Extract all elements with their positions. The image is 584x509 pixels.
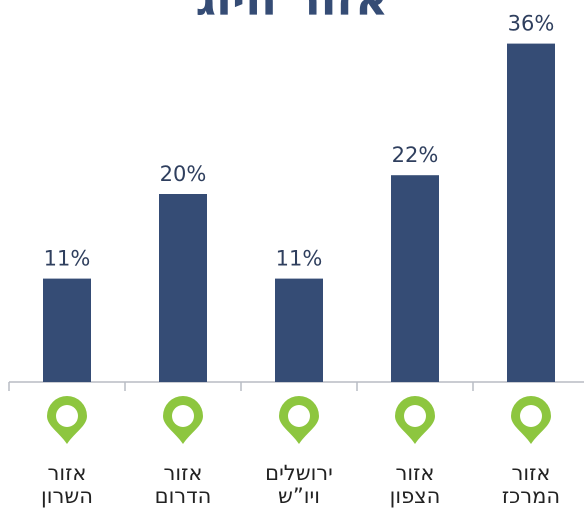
value-label: 20% xyxy=(160,162,207,186)
x-tick-label: השרון xyxy=(41,484,93,508)
chart-title: אזור חיוג xyxy=(196,0,389,26)
pin-hole xyxy=(520,405,542,427)
bar xyxy=(275,278,323,382)
pin-hole xyxy=(172,405,194,427)
x-tick-label: אזור xyxy=(164,461,203,485)
bar xyxy=(159,194,207,382)
value-label: 36% xyxy=(508,12,555,36)
bar xyxy=(43,278,91,382)
value-label: 11% xyxy=(276,247,323,271)
value-label: 22% xyxy=(392,143,439,167)
value-label: 11% xyxy=(44,247,91,271)
pin-hole xyxy=(404,405,426,427)
x-tick-label: הצפון xyxy=(390,484,441,508)
x-tick-label: הדרום xyxy=(155,484,212,508)
pin-hole xyxy=(288,405,310,427)
pin-hole xyxy=(56,405,78,427)
x-tick-label: אזור xyxy=(48,461,87,485)
x-tick-label: ויו”ש xyxy=(278,484,320,508)
x-tick-label: ירושלים xyxy=(265,461,333,485)
x-tick-label: אזור xyxy=(512,461,551,485)
x-tick-label: המרכז xyxy=(502,484,560,508)
bar xyxy=(507,43,555,382)
bar xyxy=(391,175,439,382)
x-tick-label: אזור xyxy=(396,461,435,485)
